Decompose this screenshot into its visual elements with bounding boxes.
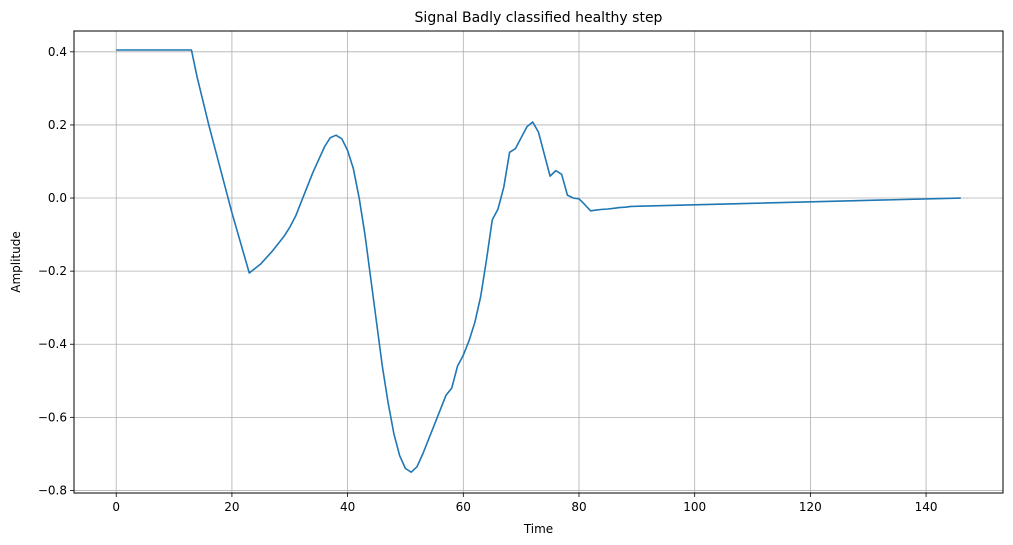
x-tick-label: 140: [915, 500, 938, 514]
plot-frame: [73, 30, 1004, 494]
y-tick-label: 0.2: [48, 118, 67, 132]
x-tick-label: 0: [112, 500, 120, 514]
y-tick-label: 0.4: [48, 45, 67, 59]
y-tick-label: 0.0: [48, 191, 67, 205]
x-tick-label: 100: [683, 500, 706, 514]
x-tick-label: 120: [799, 500, 822, 514]
x-tick-label: 40: [340, 500, 355, 514]
x-tick-label: 60: [456, 500, 471, 514]
chart-title: Signal Badly classified healthy step: [415, 10, 663, 26]
x-tick-label: 80: [571, 500, 586, 514]
y-axis-title: Amplitude: [9, 231, 23, 293]
grid: [74, 31, 1003, 493]
x-axis-title: Time: [523, 522, 553, 536]
y-tick-label: −0.2: [38, 264, 67, 278]
series-line-signal: [116, 49, 961, 473]
x-tick-label: 20: [224, 500, 239, 514]
y-ticks: −0.8 −0.6 −0.4 −0.2 0.0 0.2 0.4: [38, 45, 74, 497]
y-tick-label: −0.6: [38, 410, 67, 424]
y-tick-label: −0.8: [38, 483, 67, 497]
x-ticks: 0 20 40 60 80 100 120 140: [112, 493, 938, 514]
series-layer: [116, 49, 961, 473]
y-tick-label: −0.4: [38, 337, 67, 351]
